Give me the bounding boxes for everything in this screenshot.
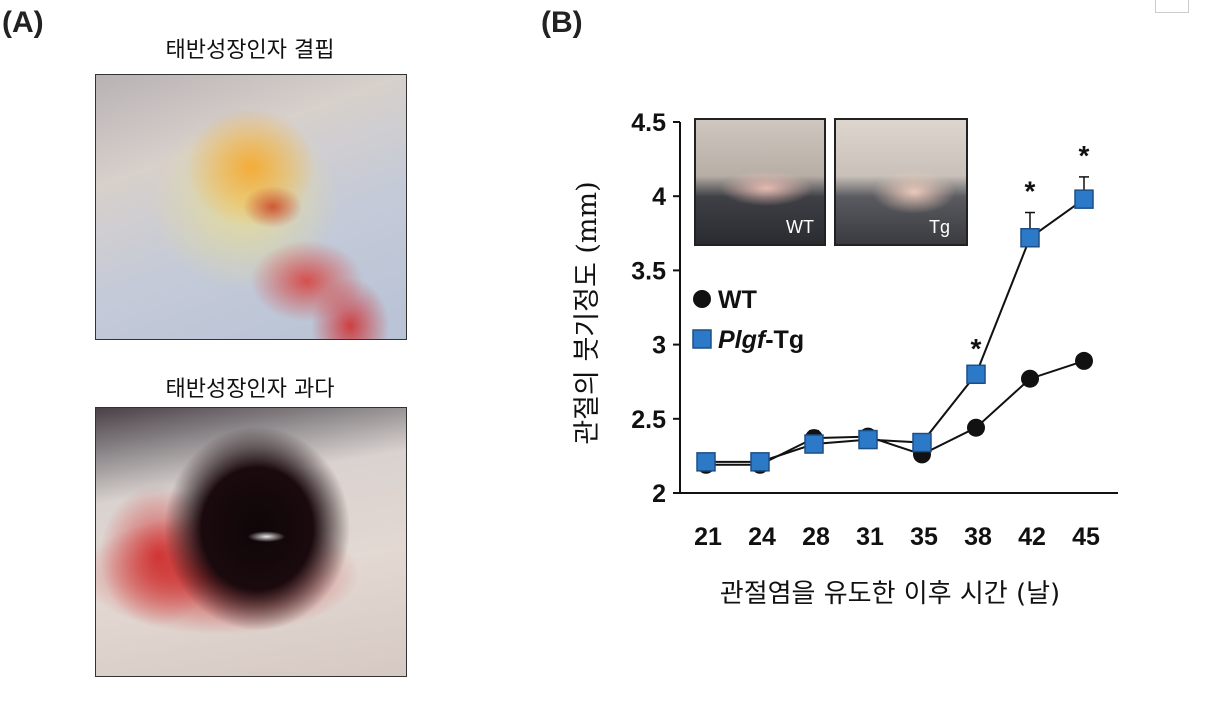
significance-star: * bbox=[1025, 176, 1036, 207]
data-point-tg bbox=[1020, 228, 1040, 248]
data-point-tg bbox=[966, 364, 986, 385]
y-tick-label: 2 bbox=[652, 480, 666, 508]
legend-label-tg: Plgf-Tg bbox=[718, 326, 804, 354]
significance-star: * bbox=[1079, 140, 1090, 171]
chart-axes: 2 2.5 3 3.5 4 4.5 21 24 28 31 35 38 42 45 bbox=[631, 109, 1118, 551]
x-tick-label: 35 bbox=[910, 523, 938, 551]
inset-photo-wt: WT bbox=[694, 118, 826, 246]
inset-label-wt: WT bbox=[786, 217, 814, 237]
x-tick-label: 45 bbox=[1072, 523, 1100, 551]
data-point-tg bbox=[1074, 189, 1094, 209]
x-tick-label: 31 bbox=[856, 523, 884, 551]
chart-series: * * * bbox=[696, 140, 1094, 474]
data-point-tg bbox=[804, 434, 824, 454]
data-point-wt bbox=[1075, 351, 1093, 370]
y-tick-label: 3 bbox=[652, 332, 666, 360]
y-axis-label: 관절의 붓기정도 (mm) bbox=[572, 181, 603, 444]
x-axis-label: 관절염을 유도한 이후 시간 (날) bbox=[720, 579, 1060, 609]
data-point-tg bbox=[858, 429, 878, 450]
photo-title-excess: 태반성장인자 과다 bbox=[165, 377, 335, 402]
photo-title-deficiency: 태반성장인자 결핍 bbox=[165, 38, 335, 63]
legend-label-wt: WT bbox=[718, 286, 757, 314]
corner-frame bbox=[1155, 0, 1189, 13]
chart-legend: WT Plgf-Tg bbox=[692, 286, 804, 354]
data-point-tg bbox=[912, 432, 932, 453]
data-point-tg bbox=[696, 452, 716, 472]
panel-a-label: (A) bbox=[2, 6, 44, 39]
x-tick-label: 28 bbox=[802, 523, 830, 551]
series-plgf-tg bbox=[696, 176, 1094, 472]
legend-label-tg-italic: Plgf bbox=[718, 326, 768, 354]
data-point-wt bbox=[967, 418, 985, 437]
inset-photo-tg: Tg bbox=[834, 118, 968, 246]
photo-plgf-deficiency bbox=[95, 74, 407, 340]
significance-star: * bbox=[971, 333, 982, 364]
legend-marker-wt bbox=[693, 290, 711, 308]
inset-label-tg: Tg bbox=[928, 217, 950, 237]
y-tick-label: 3.5 bbox=[631, 257, 666, 285]
y-tick-label: 4 bbox=[652, 183, 666, 211]
panel-b-label: (B) bbox=[541, 6, 583, 39]
y-tick-label: 2.5 bbox=[631, 406, 666, 434]
x-tick-label: 42 bbox=[1018, 523, 1046, 551]
x-tick-label: 38 bbox=[964, 523, 992, 551]
legend-marker-tg bbox=[692, 329, 712, 349]
legend-label-tg-suffix: -Tg bbox=[765, 326, 804, 354]
data-point-wt bbox=[1021, 369, 1039, 388]
data-point-tg bbox=[750, 452, 770, 472]
y-tick-label: 4.5 bbox=[631, 109, 666, 137]
x-tick-label: 21 bbox=[694, 523, 722, 551]
x-tick-label: 24 bbox=[748, 523, 776, 551]
photo-plgf-excess bbox=[95, 407, 407, 677]
